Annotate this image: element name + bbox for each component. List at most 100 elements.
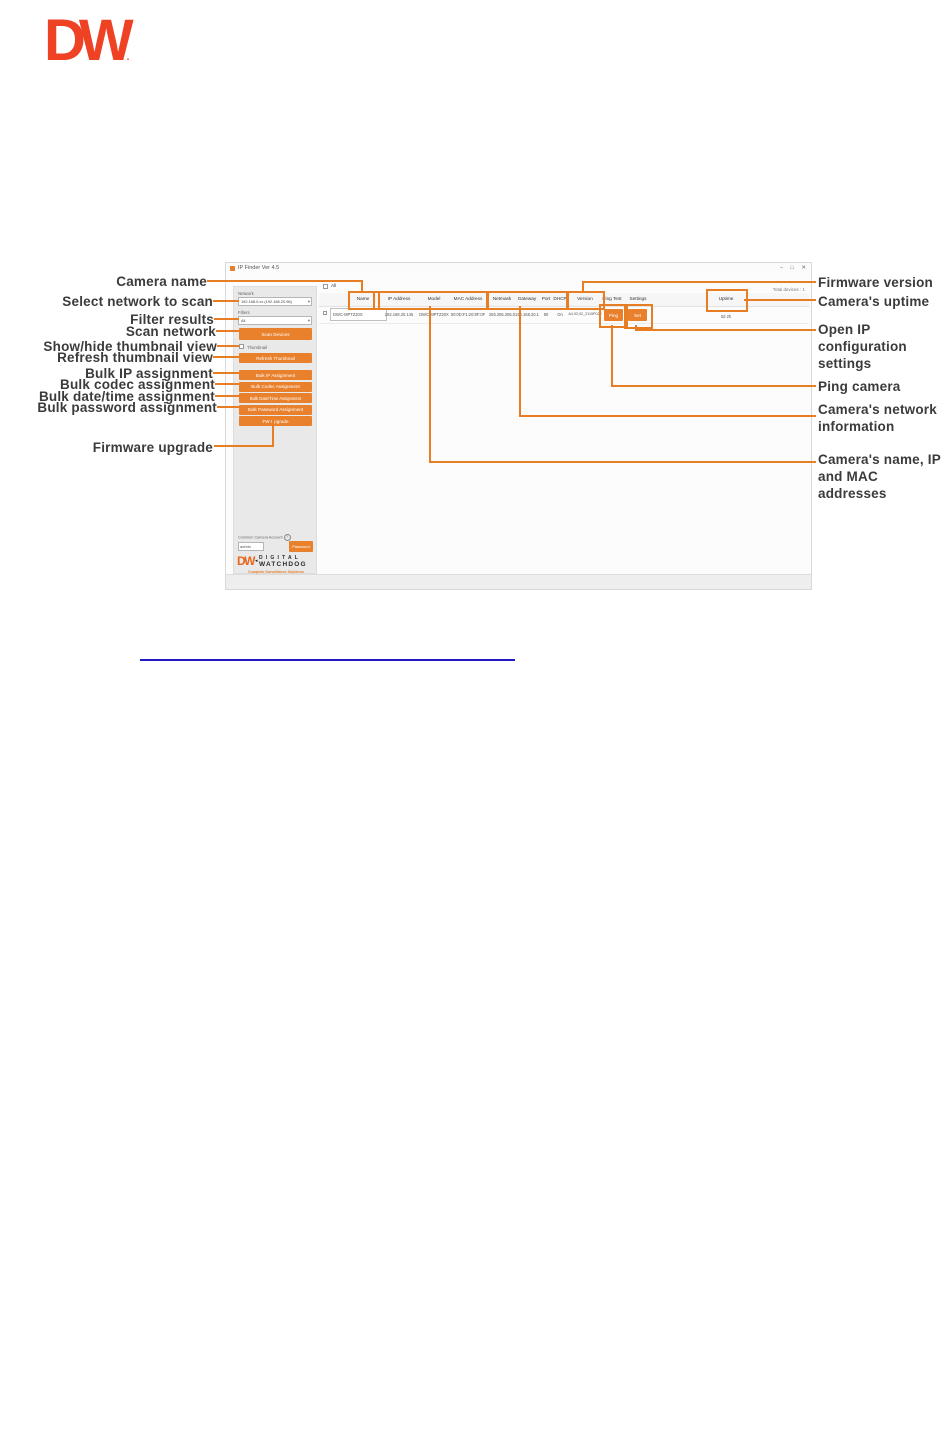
brand-dw-text: DW xyxy=(237,554,256,568)
bulk-ip-assignment-button[interactable]: Bulk IP Assignment xyxy=(239,370,312,380)
row-gateway: 192.168.20.1 xyxy=(515,312,539,317)
callout-line-firmware-version-v xyxy=(582,281,584,293)
row-divider xyxy=(319,323,809,324)
dw-logo: DW. xyxy=(44,8,134,89)
sidebar: Network 192.168.0.xx (192.168.20.96) ▾ F… xyxy=(233,286,317,574)
dw-brand-logo: DW ◂ DIGITAL WATCHDOG Complete Surveilla… xyxy=(237,554,315,575)
annotation-firmware-upgrade: Firmware upgrade xyxy=(92,440,213,455)
callout-box-name-header xyxy=(348,291,380,310)
annotation-bulk-datetime: Bulk date/time assignment xyxy=(38,389,215,404)
callout-line-firmware-version-h xyxy=(582,281,816,283)
select-all-checkbox[interactable] xyxy=(323,284,328,289)
col-header-dhcp[interactable]: DHCP xyxy=(553,296,567,301)
annotation-camera-name: Camera name xyxy=(116,274,207,289)
row-dhcp: On xyxy=(557,312,563,317)
callout-line-scan-network xyxy=(216,330,239,332)
callout-line-ping-v xyxy=(611,325,613,387)
row-uptime: 0d 2h xyxy=(720,314,732,319)
minimize-icon[interactable]: – xyxy=(779,265,783,271)
callout-line-network-info-h xyxy=(519,415,816,417)
col-header-ping-test[interactable]: Ping Test xyxy=(602,296,622,301)
set-button[interactable]: Set xyxy=(628,309,647,321)
annotation-firmware-version: Firmware version xyxy=(818,275,933,290)
annotation-network-information: Camera's network information xyxy=(818,402,937,434)
row-model: DWC-MPTZ20X xyxy=(419,312,449,317)
col-header-port[interactable]: Port xyxy=(541,296,551,301)
select-all-label: All xyxy=(331,284,337,289)
bulk-codec-assignment-button[interactable]: Bulk Codec Assignment xyxy=(239,381,312,392)
help-icon[interactable]: ? xyxy=(283,534,291,541)
hyperlink-underline[interactable] xyxy=(140,659,515,661)
callout-line-thumbnail-view xyxy=(217,345,239,347)
app-body xyxy=(226,274,811,575)
row-version: A4.03.02_2119P022 xyxy=(568,312,602,316)
col-header-gateway[interactable]: Gateway xyxy=(517,296,537,301)
callout-box-network-columns xyxy=(486,291,569,310)
callout-line-bulk-codec xyxy=(215,383,239,385)
row-mac: 00:0D:F1:20:8F:0F xyxy=(450,312,486,317)
row-checkbox[interactable] xyxy=(323,311,327,315)
col-header-uptime[interactable]: Uptime xyxy=(718,296,734,301)
annotation-select-network: Select network to scan xyxy=(62,294,213,309)
annotation-open-ip-settings: Open IP configuration settings xyxy=(818,322,907,371)
dw-logo-trademark: . xyxy=(126,52,130,63)
window-controls: – □ ✕ xyxy=(774,265,806,271)
table-header-row xyxy=(319,293,809,307)
bulk-password-assignment-button[interactable]: Bulk Password Assignment xyxy=(239,404,312,415)
callout-line-select-network xyxy=(213,300,239,302)
row-ip: 192.168.20.145 xyxy=(384,312,414,317)
scan-devices-button[interactable]: Scan Devices xyxy=(239,328,312,340)
col-header-version[interactable]: Version xyxy=(577,296,593,301)
annotation-bulk-ip: Bulk IP assignment xyxy=(85,366,213,381)
account-id-input[interactable] xyxy=(238,542,264,551)
annotation-bulk-codec: Bulk codec assignment xyxy=(60,377,215,392)
annotation-name-ip-mac: Camera's name, IP and MAC addresses xyxy=(818,452,941,501)
password-button[interactable]: Password xyxy=(289,541,313,552)
callout-box-version xyxy=(566,291,605,310)
brand-tagline: Complete Surveillance Solutions xyxy=(248,570,304,574)
callout-line-name-ip-mac-v xyxy=(429,306,431,463)
thumbnail-checkbox[interactable] xyxy=(239,344,244,349)
filters-label: Filters xyxy=(238,310,250,315)
fw-upgrade-button[interactable]: FW Upgrade xyxy=(239,416,312,426)
row-port: 80 xyxy=(543,312,549,317)
thumbnail-label: Thumbnail xyxy=(247,344,268,350)
common-account-label: Common Camera Account ? xyxy=(238,534,291,541)
callout-line-open-ip-h xyxy=(635,329,816,331)
callout-line-network-info-v xyxy=(519,306,521,417)
col-header-ip[interactable]: IP Address xyxy=(387,296,411,301)
callout-line-camera-name-h xyxy=(207,280,363,282)
callout-line-ping-h xyxy=(611,385,816,387)
dw-logo-text: DW xyxy=(44,8,134,73)
callout-line-firmware-upgrade-v xyxy=(272,420,274,447)
annotation-camera-uptime: Camera's uptime xyxy=(818,294,930,309)
network-label: Network xyxy=(238,291,254,296)
col-header-name[interactable]: Name xyxy=(356,296,370,301)
col-header-settings[interactable]: Settings xyxy=(629,296,647,301)
callout-line-bulk-ip xyxy=(213,372,239,374)
col-header-model[interactable]: Model xyxy=(427,296,441,301)
close-icon[interactable]: ✕ xyxy=(801,265,806,271)
callout-line-bulk-datetime xyxy=(215,395,239,397)
annotation-refresh-thumbnail: Refresh thumbnail view xyxy=(57,350,213,365)
status-bar xyxy=(226,574,811,589)
filter-select[interactable]: All ▾ xyxy=(238,316,312,325)
callout-line-filter-results xyxy=(214,318,239,320)
refresh-thumbnail-button[interactable]: Refresh Thumbnail xyxy=(239,353,312,363)
ip-finder-window: IP Finder Ver 4.5 – □ ✕ Network 192.168.… xyxy=(225,262,812,590)
callout-line-uptime xyxy=(744,299,816,301)
callout-box-ping xyxy=(599,304,628,328)
chevron-down-icon: ▾ xyxy=(307,318,310,323)
annotation-bulk-password: Bulk password assignment xyxy=(37,400,217,415)
network-select-value: 192.168.0.xx (192.168.20.96) xyxy=(241,299,292,304)
col-header-netmask[interactable]: Netmask xyxy=(492,296,512,301)
bulk-datetime-assignment-button[interactable]: Bulk Date/Time Assignment xyxy=(239,393,312,403)
ping-button[interactable]: Ping xyxy=(604,309,623,321)
brand-watchdog: WATCHDOG xyxy=(259,561,307,568)
col-header-mac[interactable]: MAC Address xyxy=(453,296,483,301)
callout-line-name-ip-mac-h xyxy=(429,461,816,463)
network-select[interactable]: 192.168.0.xx (192.168.20.96) ▾ xyxy=(238,297,312,306)
callout-line-refresh-thumbnail xyxy=(213,356,239,358)
maximize-icon[interactable]: □ xyxy=(790,265,794,271)
